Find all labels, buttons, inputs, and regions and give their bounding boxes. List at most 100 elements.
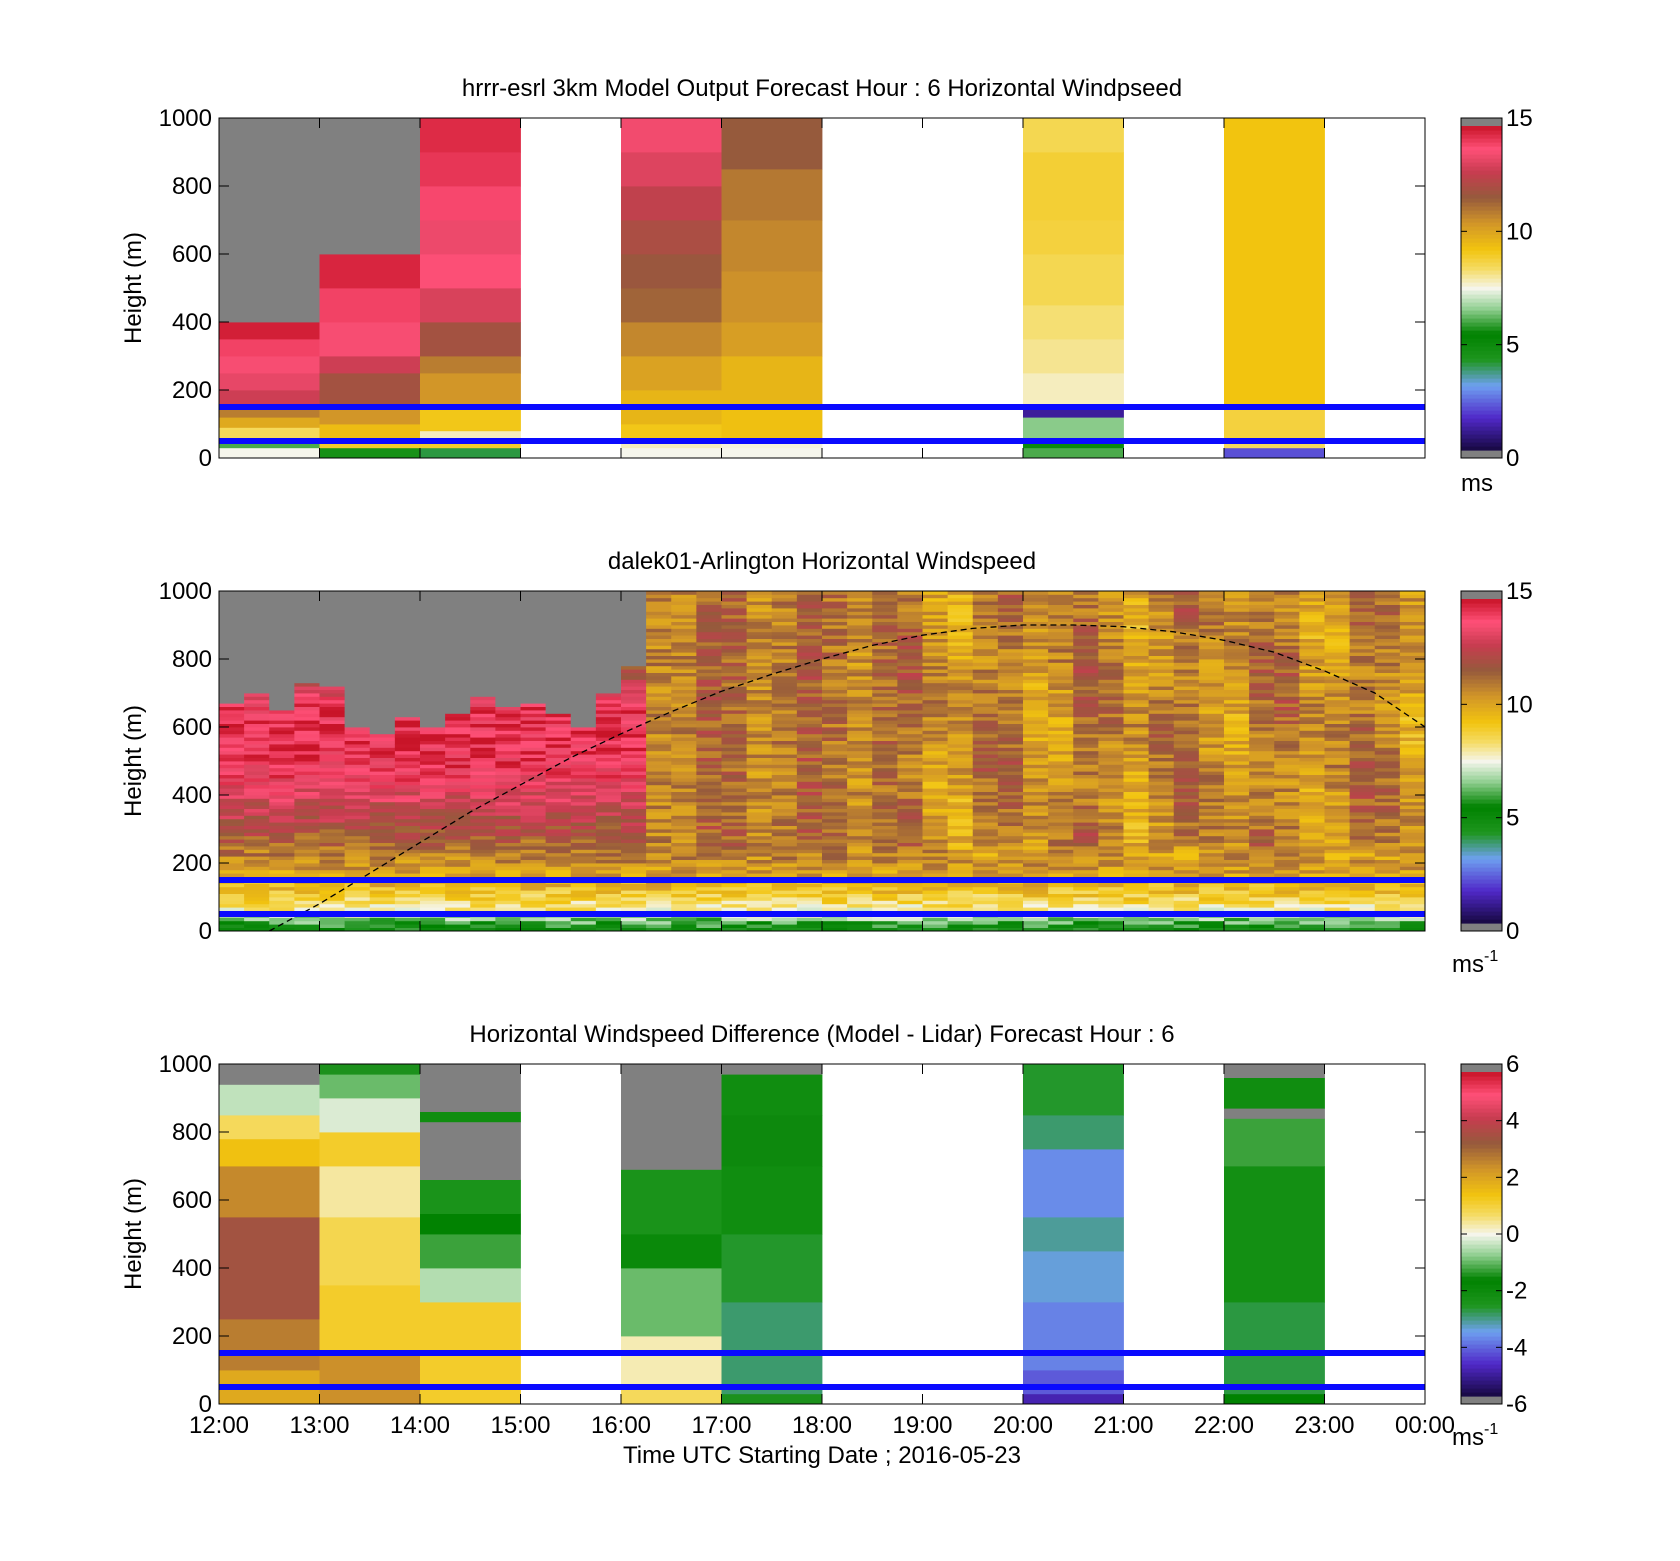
heatmap-cell: [520, 795, 547, 799]
heatmap-cell: [721, 863, 748, 867]
heatmap-cell: [696, 801, 722, 806]
heatmap-cell: [344, 900, 371, 905]
heatmap-cell: [1073, 614, 1099, 619]
heatmap-cell: [570, 655, 597, 660]
heatmap-cell: [696, 829, 722, 833]
heatmap-cell: [721, 883, 748, 888]
heatmap-cell: [1123, 740, 1150, 745]
heatmap-cell: [269, 686, 295, 690]
heatmap-cell: [244, 614, 270, 619]
heatmap-cell: [545, 873, 572, 877]
heatmap-cell: [269, 625, 295, 629]
heatmap-cell: [420, 859, 446, 864]
heatmap-cell: [420, 686, 446, 690]
heatmap-cell: [319, 754, 346, 758]
heatmap-cell: [545, 801, 572, 806]
heatmap-cell: [470, 750, 496, 755]
heatmap-cell: [520, 805, 547, 809]
heatmap-cell: [570, 723, 597, 728]
heatmap-cell: [1023, 655, 1049, 660]
heatmap-cell: [1299, 788, 1325, 792]
heatmap-cell: [369, 852, 396, 857]
heatmap-cell: [997, 713, 1024, 718]
heatmap-cell: [545, 822, 572, 826]
heatmap-cell: [1374, 781, 1401, 786]
heatmap-cell: [1173, 890, 1200, 894]
heatmap-cell: [771, 679, 798, 684]
heatmap-cell: [671, 839, 697, 843]
heatmap-cell: [1274, 625, 1300, 629]
heatmap-cell: [570, 815, 597, 820]
heatmap-cell: [997, 832, 1024, 837]
heatmap-cell: [344, 907, 371, 911]
heatmap-cell: [219, 832, 245, 837]
heatmap-cell: [1249, 591, 1275, 595]
heatmap-cell: [1023, 373, 1124, 408]
heatmap-cell: [1324, 604, 1351, 609]
heatmap-cell: [1123, 890, 1150, 894]
heatmap-cell: [495, 601, 521, 605]
heatmap-cell: [1274, 669, 1300, 673]
heatmap-cell: [721, 825, 748, 830]
heatmap-cell: [1198, 917, 1225, 922]
heatmap-cell: [269, 737, 295, 741]
heatmap-cell: [1123, 642, 1150, 646]
heatmap-cell: [420, 730, 446, 735]
heatmap-cell: [1073, 771, 1099, 775]
heatmap-cell: [219, 659, 245, 663]
heatmap-cell: [671, 601, 697, 605]
heatmap-cell: [495, 774, 521, 779]
heatmap-cell: [822, 788, 848, 792]
heatmap-cell: [1299, 747, 1325, 752]
heatmap-cell: [1073, 897, 1099, 901]
heatmap-cell: [897, 893, 923, 898]
heatmap-cell: [1123, 648, 1150, 653]
heatmap-cell: [822, 716, 848, 721]
heatmap-cell: [394, 771, 421, 775]
heatmap-cell: [520, 784, 547, 789]
heatmap-cell: [721, 795, 748, 799]
heatmap-cell: [621, 648, 647, 653]
heatmap-cell: [520, 699, 547, 704]
heatmap-cell: [595, 829, 622, 833]
heatmap-cell: [997, 924, 1024, 928]
heatmap-cell: [570, 920, 597, 925]
heatmap-cell: [746, 924, 773, 928]
heatmap-cell: [746, 927, 773, 931]
heatmap-cell: [1374, 801, 1401, 806]
heatmap-cell: [570, 859, 597, 864]
heatmap-cell: [822, 597, 848, 602]
heatmap-cell: [822, 903, 848, 908]
heatmap-cell: [1048, 767, 1074, 772]
heatmap-cell: [445, 897, 471, 901]
heatmap-cell: [319, 883, 346, 888]
heatmap-cell: [470, 727, 496, 731]
heatmap-cell: [897, 652, 923, 656]
heatmap-cell: [570, 750, 597, 755]
heatmap-cell: [1073, 618, 1099, 622]
heatmap-cell: [344, 716, 371, 721]
heatmap-cell: [369, 822, 396, 826]
heatmap-cell: [445, 699, 471, 704]
colorbar-swatch: [1461, 322, 1502, 327]
colorbar-swatch: [1461, 194, 1502, 199]
heatmap-cell: [822, 730, 848, 735]
heatmap-cell: [1148, 784, 1175, 789]
heatmap-cell: [1198, 682, 1225, 687]
heatmap-cell: [746, 696, 773, 701]
heatmap-cell: [219, 842, 245, 847]
heatmap-cell: [746, 699, 773, 704]
heatmap-cell: [1073, 597, 1099, 602]
heatmap-cell: [269, 778, 295, 782]
heatmap-cell: [1173, 747, 1200, 752]
heatmap-cell: [495, 835, 521, 840]
heatmap-cell: [947, 737, 974, 741]
heatmap-cell: [972, 903, 999, 908]
colorbar-swatch: [1461, 250, 1502, 255]
heatmap-cell: [972, 699, 999, 704]
heatmap-cell: [721, 723, 748, 728]
heatmap-cell: [796, 594, 823, 599]
heatmap-cell: [897, 628, 923, 633]
heatmap-cell: [1274, 866, 1300, 871]
heatmap-cell: [897, 907, 923, 911]
